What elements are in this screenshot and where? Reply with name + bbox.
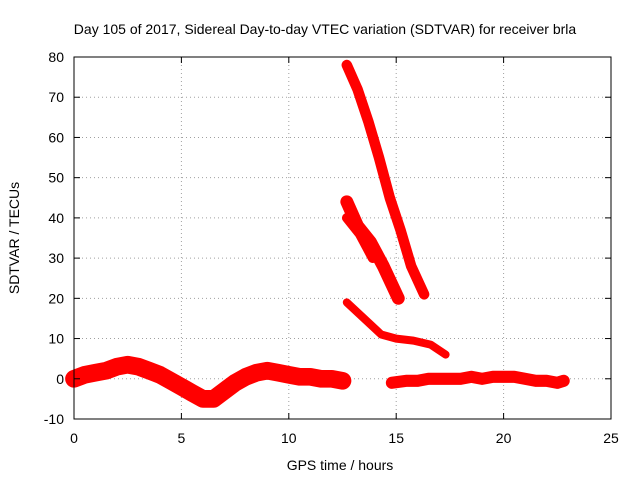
data-point (490, 374, 496, 380)
data-point (554, 380, 560, 386)
data-point (189, 390, 195, 396)
data-point (232, 380, 238, 386)
data-point (82, 372, 88, 378)
x-tick-label: 5 (178, 430, 186, 446)
data-point (389, 380, 395, 386)
data-point (361, 315, 367, 321)
data-point (501, 374, 507, 380)
data-point (365, 118, 371, 124)
data-point (398, 227, 403, 233)
data-point (380, 263, 386, 269)
data-point (125, 362, 131, 368)
x-tick-labels: 0 5 10 15 20 25 (70, 430, 619, 446)
y-tick-label: 70 (48, 89, 64, 105)
data-point (264, 368, 270, 374)
data-point (458, 376, 464, 382)
data-point (168, 378, 174, 384)
y-tick-labels: -10 0 10 20 30 40 50 60 70 80 (44, 49, 64, 427)
data-point (443, 352, 449, 358)
data-point (103, 368, 109, 374)
series-line (341, 59, 430, 300)
data-point (275, 370, 281, 376)
data-point (395, 295, 401, 301)
data-point (157, 372, 163, 378)
data-point (93, 370, 98, 376)
y-axis-label: SDTVAR / TECUs (6, 182, 22, 294)
y-tick-label: 80 (48, 49, 64, 65)
data-point (370, 255, 376, 261)
x-tick-label: 10 (281, 430, 297, 446)
chart-title: Day 105 of 2017, Sidereal Day-to-day VTE… (74, 21, 577, 37)
plot-frame (73, 56, 612, 420)
x-tick-label: 20 (496, 430, 512, 446)
axis-ticks (73, 56, 612, 420)
data-point (511, 374, 517, 380)
data-point (344, 215, 350, 221)
data-point (243, 374, 249, 380)
x-tick-label: 25 (603, 430, 619, 446)
data-point (421, 291, 427, 297)
data-point (468, 374, 474, 380)
data-point (408, 263, 414, 269)
data-point (297, 374, 302, 380)
data-point (114, 364, 120, 370)
data-point (146, 368, 152, 374)
data-point (522, 376, 528, 382)
data-point (344, 199, 350, 205)
y-tick-label: 40 (48, 210, 64, 226)
series-short-arc (341, 213, 378, 263)
x-tick-label: 0 (70, 430, 78, 446)
series-baseline-late (385, 370, 570, 389)
series-steep-arc-1 (341, 59, 430, 300)
series-descending-arc (342, 298, 450, 359)
series-line (65, 355, 352, 408)
data-point (211, 396, 217, 402)
data-series (65, 59, 570, 408)
data-point (254, 370, 260, 376)
data-point (135, 364, 141, 370)
y-tick-label: 60 (48, 129, 64, 145)
data-point (410, 338, 416, 344)
data-point (318, 376, 324, 382)
data-point (387, 195, 393, 201)
data-point (340, 378, 345, 384)
data-point (344, 299, 350, 305)
data-point (355, 86, 360, 92)
data-point (533, 378, 539, 384)
y-tick-label: 10 (48, 331, 64, 347)
data-point (357, 231, 363, 237)
data-point (479, 376, 485, 382)
y-tick-label: 30 (48, 250, 64, 266)
data-point (344, 62, 350, 68)
x-tick-label: 15 (388, 430, 404, 446)
data-point (404, 378, 410, 384)
data-point (178, 384, 184, 390)
data-point (436, 376, 442, 382)
y-tick-label: -10 (44, 411, 64, 427)
data-point (393, 336, 399, 342)
x-axis-label: GPS time / hours (287, 457, 394, 473)
data-point (378, 332, 384, 337)
data-point (307, 374, 313, 380)
data-point (561, 378, 567, 384)
data-point (425, 376, 431, 382)
data-point (286, 372, 292, 378)
data-point (200, 396, 206, 402)
data-point (447, 376, 453, 382)
data-point (329, 376, 335, 382)
y-tick-label: 0 (56, 371, 64, 387)
data-point (376, 155, 382, 161)
data-point (428, 342, 434, 348)
y-tick-label: 50 (48, 170, 64, 186)
y-tick-label: 20 (48, 290, 64, 306)
data-point (544, 378, 550, 384)
data-point (221, 388, 227, 394)
data-point (415, 378, 421, 384)
series-baseline-early (65, 355, 352, 408)
